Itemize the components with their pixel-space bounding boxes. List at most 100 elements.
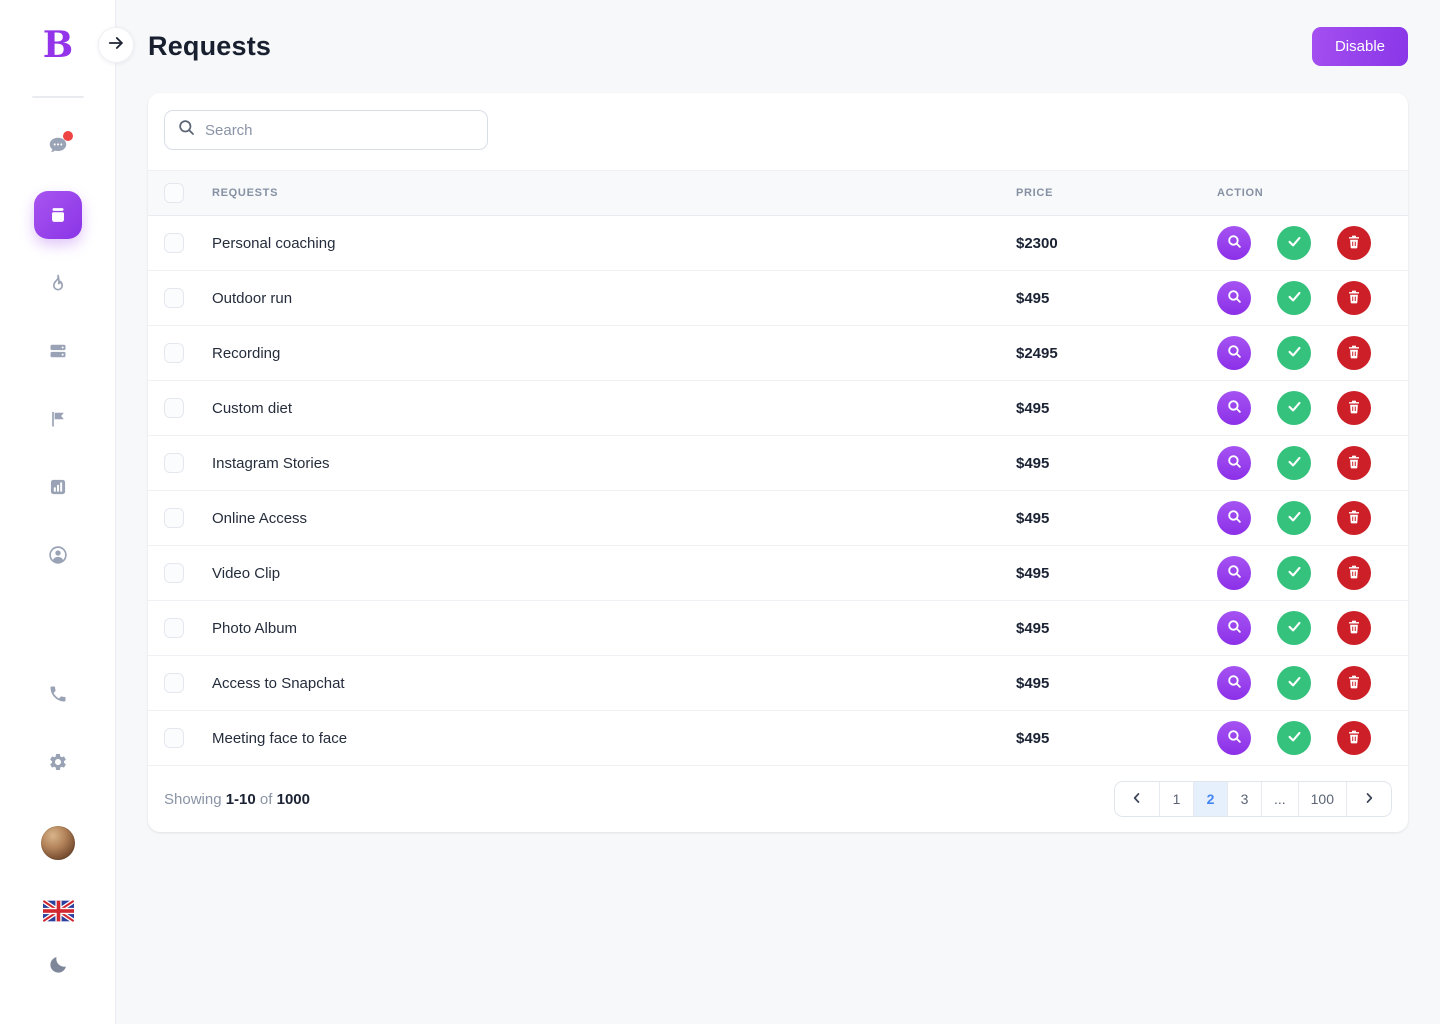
- sidebar-item-requests[interactable]: [34, 191, 82, 239]
- disable-button[interactable]: Disable: [1311, 27, 1408, 66]
- main-content: Requests Disable Requests Price Action: [116, 0, 1440, 1024]
- row-checkbox[interactable]: [164, 398, 184, 418]
- table-row: Recording $2495: [148, 326, 1408, 381]
- approve-request-button[interactable]: [1277, 391, 1311, 425]
- uk-flag-icon: [42, 900, 74, 922]
- approve-request-button[interactable]: [1277, 666, 1311, 700]
- check-icon: [1286, 563, 1303, 583]
- view-request-button[interactable]: [1217, 556, 1251, 590]
- notification-dot: [63, 131, 73, 141]
- delete-request-button[interactable]: [1337, 391, 1371, 425]
- approve-request-button[interactable]: [1277, 336, 1311, 370]
- delete-request-button[interactable]: [1337, 501, 1371, 535]
- request-name: Custom diet: [212, 399, 293, 417]
- request-price: $495: [1016, 619, 1050, 637]
- sidebar-collapse-button[interactable]: [98, 27, 134, 63]
- sidebar-item-statistics[interactable]: [34, 463, 82, 511]
- row-checkbox[interactable]: [164, 343, 184, 363]
- approve-request-button[interactable]: [1277, 556, 1311, 590]
- approve-request-button[interactable]: [1277, 446, 1311, 480]
- table-row: Online Access $495: [148, 491, 1408, 546]
- delete-request-button[interactable]: [1337, 336, 1371, 370]
- view-request-button[interactable]: [1217, 666, 1251, 700]
- row-checkbox[interactable]: [164, 453, 184, 473]
- view-request-button[interactable]: [1217, 226, 1251, 260]
- view-request-button[interactable]: [1217, 721, 1251, 755]
- trash-icon: [1346, 289, 1362, 308]
- sidebar-item-reports[interactable]: [34, 395, 82, 443]
- delete-request-button[interactable]: [1337, 281, 1371, 315]
- magnifier-icon: [1226, 618, 1243, 638]
- page-title: Requests: [148, 31, 272, 61]
- flame-icon: [48, 273, 68, 293]
- request-price: $495: [1016, 509, 1050, 527]
- sidebar-item-settings[interactable]: [34, 738, 82, 786]
- magnifier-icon: [1226, 508, 1243, 528]
- delete-request-button[interactable]: [1337, 226, 1371, 260]
- approve-request-button[interactable]: [1277, 281, 1311, 315]
- table-body: Personal coaching $2300: [148, 216, 1408, 766]
- trash-icon: [1346, 454, 1362, 473]
- pagination-page-button[interactable]: ...: [1260, 782, 1298, 816]
- brand-logo[interactable]: B: [42, 24, 74, 66]
- search-input[interactable]: [205, 121, 475, 139]
- delete-request-button[interactable]: [1337, 556, 1371, 590]
- trash-icon: [1346, 674, 1362, 693]
- sidebar-item-calls[interactable]: [34, 670, 82, 718]
- delete-request-button[interactable]: [1337, 666, 1371, 700]
- row-checkbox[interactable]: [164, 618, 184, 638]
- arrow-right-icon: [106, 33, 126, 58]
- row-checkbox[interactable]: [164, 508, 184, 528]
- sidebar-item-account[interactable]: [34, 819, 82, 867]
- search-icon: [177, 118, 196, 142]
- approve-request-button[interactable]: [1277, 721, 1311, 755]
- delete-request-button[interactable]: [1337, 611, 1371, 645]
- approve-request-button[interactable]: [1277, 226, 1311, 260]
- request-price: $495: [1016, 289, 1050, 307]
- check-icon: [1286, 508, 1303, 528]
- select-all-checkbox[interactable]: [164, 183, 184, 203]
- sidebar-item-cards[interactable]: [34, 327, 82, 375]
- language-switcher[interactable]: [34, 887, 82, 935]
- delete-request-button[interactable]: [1337, 721, 1371, 755]
- pagination-page-button[interactable]: 100: [1297, 782, 1346, 816]
- pagination-page-button[interactable]: 1: [1158, 782, 1193, 816]
- view-request-button[interactable]: [1217, 446, 1251, 480]
- search-box: [164, 110, 488, 150]
- view-request-button[interactable]: [1217, 501, 1251, 535]
- check-icon: [1286, 673, 1303, 693]
- sidebar-item-activity[interactable]: [34, 259, 82, 307]
- view-request-button[interactable]: [1217, 611, 1251, 645]
- delete-request-button[interactable]: [1337, 446, 1371, 480]
- row-checkbox[interactable]: [164, 288, 184, 308]
- trash-icon: [1346, 344, 1362, 363]
- approve-request-button[interactable]: [1277, 501, 1311, 535]
- view-request-button[interactable]: [1217, 391, 1251, 425]
- showing-range: 1-10: [225, 790, 256, 808]
- check-icon: [1286, 398, 1303, 418]
- pagination-page-button[interactable]: 3: [1226, 782, 1261, 816]
- view-request-button[interactable]: [1217, 281, 1251, 315]
- approve-request-button[interactable]: [1277, 611, 1311, 645]
- sidebar-item-messages[interactable]: [34, 122, 82, 170]
- row-checkbox[interactable]: [164, 728, 184, 748]
- chevron-right-icon: [1362, 791, 1376, 808]
- table-row: Video Clip $495: [148, 546, 1408, 601]
- flag-icon: [48, 409, 68, 429]
- row-checkbox[interactable]: [164, 233, 184, 253]
- request-price: $495: [1016, 399, 1050, 417]
- row-checkbox[interactable]: [164, 673, 184, 693]
- check-icon: [1286, 618, 1303, 638]
- table-row: Meeting face to face $495: [148, 711, 1408, 766]
- dark-mode-toggle[interactable]: [34, 940, 82, 988]
- sidebar-item-profile[interactable]: [34, 531, 82, 579]
- pagination-prev-button[interactable]: [1114, 782, 1159, 816]
- request-name: Recording: [212, 344, 281, 362]
- table-row: Instagram Stories $495: [148, 436, 1408, 491]
- view-request-button[interactable]: [1217, 336, 1251, 370]
- pagination-page-button[interactable]: 2: [1192, 782, 1227, 816]
- row-checkbox[interactable]: [164, 563, 184, 583]
- check-icon: [1286, 288, 1303, 308]
- pagination-next-button[interactable]: [1346, 782, 1391, 816]
- showing-total: 1000: [276, 790, 310, 808]
